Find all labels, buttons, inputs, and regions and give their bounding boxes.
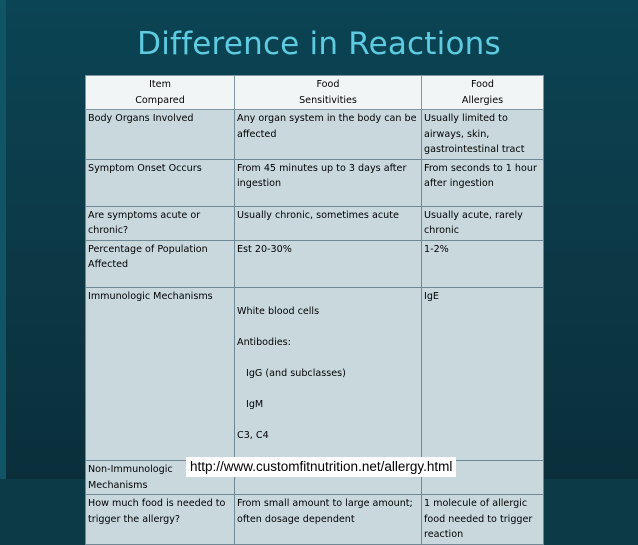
table-cell: Are symptoms acute or chronic? (85, 205, 235, 241)
table-row: Symptom Onset Occurs From 45 minutes up … (85, 158, 544, 207)
mechanism-line: White blood cells (237, 306, 320, 317)
table-cell: From small amount to large amount; often… (234, 494, 422, 545)
table-row: Are symptoms acute or chronic? Usually c… (85, 205, 544, 241)
table-row: Percentage of Population Affected Est 20… (85, 239, 544, 288)
header-line: Food (470, 79, 494, 90)
table-cell: 1 molecule of allergic food needed to tr… (421, 494, 544, 545)
header-item-compared: Item Compared (85, 75, 235, 110)
table-cell: How much food is needed to trigger the a… (85, 494, 235, 545)
table-cell: Symptom Onset Occurs (85, 158, 235, 207)
mechanism-line: C3, C4 (237, 430, 269, 441)
header-line: Allergies (461, 94, 504, 106)
table-row: How much food is needed to trigger the a… (85, 494, 544, 545)
table-cell: Any organ system in the body can be affe… (234, 109, 422, 160)
table-cell: Est 20-30% (234, 239, 422, 288)
slide-title: Difference in Reactions (137, 26, 501, 62)
table-cell: 1-2% (421, 239, 544, 288)
table-cell: Usually acute, rarely chronic (421, 205, 544, 241)
table-header-row: Item Compared Food Sensitivities Food Al… (85, 75, 544, 110)
table-cell: From seconds to 1 hour after ingestion (421, 158, 544, 207)
table-cell: Body Organs Involved (85, 109, 235, 160)
table-cell: Immunologic Mechanisms (85, 286, 235, 461)
slide-edge-accent (0, 0, 6, 479)
table-cell: Usually chronic, sometimes acute (234, 205, 422, 241)
table-row: Immunologic Mechanisms White blood cells… (85, 286, 544, 461)
header-food-sensitivities: Food Sensitivities (234, 75, 422, 110)
immunologic-mechanisms-cell: White blood cells Antibodies: IgG (and s… (234, 286, 422, 461)
header-line: Item (149, 79, 171, 90)
table-row: Body Organs Involved Any organ system in… (85, 109, 544, 160)
table-cell: Usually limited to airways, skin, gastro… (421, 109, 544, 160)
header-line: Compared (135, 94, 185, 106)
header-food-allergies: Food Allergies (421, 75, 544, 110)
table-cell: From 45 minutes up to 3 days after inges… (234, 158, 422, 207)
mechanism-line: Antibodies: (237, 337, 291, 348)
table-cell: IgE (421, 286, 544, 461)
source-link[interactable]: http://www.customfitnutrition.net/allerg… (186, 457, 457, 477)
header-line: Food (316, 79, 340, 90)
mechanism-line: IgM (246, 399, 264, 410)
table-cell: Percentage of Population Affected (85, 239, 235, 288)
header-line: Sensitivities (299, 94, 357, 106)
mechanism-line: IgG (and subclasses) (246, 368, 346, 379)
